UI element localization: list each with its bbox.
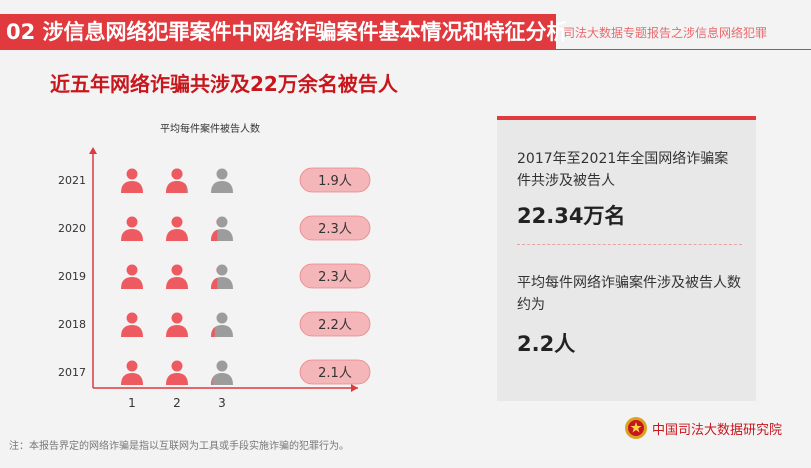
value-label: 2.2人	[318, 318, 352, 333]
y-tick-label: 2021	[58, 174, 86, 187]
chart-title: 平均每件案件被告人数	[160, 124, 260, 135]
y-tick-label: 2019	[58, 270, 86, 283]
pictograph-chart: 1 2 3 2021 1.9人 2020 2.3人 2019 2.3人 2018 2.2人 2017 2…	[58, 147, 371, 410]
main-title: 近五年网络诈骗共涉及22万余名被告人	[50, 72, 398, 96]
y-tick-label: 2017	[58, 366, 86, 379]
header-subtitle: 司法大数据专题报告之涉信息网络犯罪	[563, 26, 768, 40]
data-mark	[121, 360, 233, 385]
data-mark	[121, 312, 233, 337]
value-label: 2.1人	[318, 366, 352, 381]
summary-value-total: 22.34万名	[517, 204, 626, 228]
x-axis-arrow	[351, 384, 358, 392]
y-tick-label: 2018	[58, 318, 86, 331]
header-divider	[556, 49, 811, 50]
value-label: 2.3人	[318, 270, 352, 285]
x-tick-label: 1	[128, 396, 136, 410]
panel-divider	[517, 244, 742, 245]
value-label-pill	[299, 215, 371, 241]
value-label-pill	[299, 311, 371, 337]
summary-desc-total: 2017年至2021年全国网络诈骗案件共涉及被告人	[517, 151, 729, 189]
value-label: 2.3人	[318, 222, 352, 237]
value-label-pill	[299, 359, 371, 385]
summary-value-average: 2.2人	[517, 332, 576, 356]
header-title: 02 涉信息网络犯罪案件中网络诈骗案件基本情况和特征分析	[0, 14, 568, 50]
data-mark	[121, 216, 233, 241]
y-axis-arrow	[89, 147, 97, 154]
value-label-pill	[299, 263, 371, 289]
footnote: 注：本报告界定的网络诈骗是指以互联网为工具或手段实施诈骗的犯罪行为。	[9, 441, 349, 452]
value-label-pill	[299, 167, 371, 193]
x-tick-label: 3	[218, 396, 226, 410]
org-name: 中国司法大数据研究院	[652, 423, 783, 438]
value-label: 1.9人	[318, 174, 352, 189]
data-mark	[121, 264, 233, 289]
summary-desc-average: 平均每件网络诈骗案件涉及被告人数约为	[517, 275, 741, 313]
data-mark	[121, 168, 233, 193]
y-tick-label: 2020	[58, 222, 86, 235]
x-tick-label: 2	[173, 396, 181, 410]
summary-panel: 2017年至2021年全国网络诈骗案件共涉及被告人 22.34万名 平均每件网络…	[497, 116, 756, 401]
court-emblem-icon	[625, 417, 647, 439]
